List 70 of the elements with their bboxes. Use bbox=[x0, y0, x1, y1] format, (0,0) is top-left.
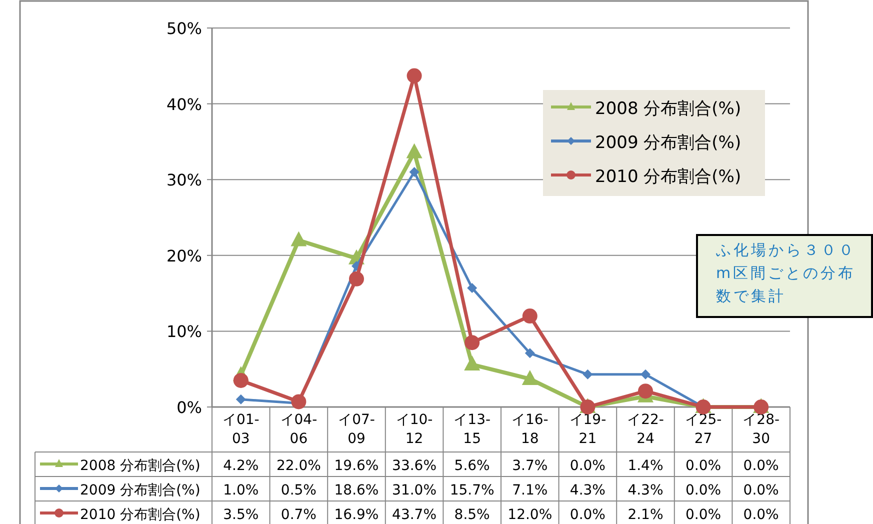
point bbox=[406, 143, 422, 158]
point bbox=[640, 369, 650, 380]
data-label: 3.7% bbox=[512, 458, 548, 474]
point bbox=[464, 335, 480, 350]
y-tick-label: 20% bbox=[166, 246, 202, 266]
y-tick-label: 40% bbox=[166, 94, 202, 114]
point bbox=[522, 308, 538, 324]
table-legend-key: 2010 分布割合(%) bbox=[40, 507, 200, 523]
x-tick-label: イ28-30 bbox=[742, 412, 780, 447]
point bbox=[464, 356, 480, 371]
x-tick-label: イ10-12 bbox=[396, 412, 433, 447]
x-tick-label: イ19-21 bbox=[569, 412, 606, 447]
table-legend-key: 2008 分布割合(%) bbox=[40, 458, 200, 474]
x-tick-label: イ22-24 bbox=[627, 412, 664, 447]
legend-label: 2009 分布割合(%) bbox=[595, 133, 742, 153]
point bbox=[349, 271, 364, 286]
point bbox=[236, 394, 246, 404]
x-tick-label: イ07-09 bbox=[338, 412, 375, 447]
point bbox=[522, 370, 538, 385]
point bbox=[233, 372, 248, 388]
point bbox=[467, 282, 478, 293]
data-label: 22.0% bbox=[276, 458, 321, 474]
x-tick-label: イ04-06 bbox=[280, 412, 318, 447]
legend-label: 2008 分布割合(%) bbox=[595, 99, 742, 119]
data-label: 1.0% bbox=[223, 482, 259, 498]
data-label: 0.0% bbox=[743, 507, 779, 523]
y-tick-label: 0% bbox=[176, 398, 202, 417]
x-tick-label: イ01-03 bbox=[222, 412, 260, 447]
data-label: 31.0% bbox=[392, 482, 437, 498]
table-legend-key: 2009 分布割合(%) bbox=[40, 482, 200, 498]
data-label: 0.5% bbox=[280, 482, 316, 498]
data-label: 3.5% bbox=[223, 507, 259, 523]
data-label: 33.6% bbox=[392, 458, 437, 474]
data-label: 15.7% bbox=[450, 482, 494, 498]
data-label: 0.0% bbox=[686, 458, 722, 474]
x-tick-label: イ13-15 bbox=[454, 412, 491, 447]
point bbox=[524, 348, 535, 358]
point bbox=[638, 384, 653, 399]
data-label: 0.0% bbox=[743, 458, 779, 474]
data-label: 4.3% bbox=[570, 482, 606, 498]
annotation: ふ化場から３００m区間ごとの分布数で集計 bbox=[696, 234, 873, 318]
point bbox=[409, 167, 420, 178]
legend-label: 2010 分布割合(%) bbox=[595, 167, 742, 187]
data-label: 12.0% bbox=[508, 507, 552, 523]
data-label: 43.7% bbox=[392, 507, 437, 523]
data-label: 1.4% bbox=[628, 458, 664, 474]
data-label: 4.2% bbox=[223, 458, 259, 474]
data-label: 0.0% bbox=[570, 507, 606, 523]
data-label: 7.1% bbox=[512, 482, 548, 498]
data-label: 5.6% bbox=[454, 458, 490, 474]
y-tick-label: 50% bbox=[166, 19, 202, 38]
y-tick-label: 10% bbox=[166, 322, 202, 342]
data-label: 2.1% bbox=[628, 507, 664, 523]
point bbox=[291, 394, 306, 410]
data-label: 0.0% bbox=[686, 482, 722, 498]
point bbox=[290, 231, 307, 246]
data-label: 4.3% bbox=[628, 482, 664, 498]
x-tick-label: イ16-18 bbox=[511, 412, 548, 447]
x-tick-label: イ25-27 bbox=[684, 412, 722, 447]
point bbox=[406, 68, 422, 84]
data-label: 8.5% bbox=[454, 507, 490, 523]
data-label: 0.7% bbox=[280, 507, 316, 523]
data-label: 19.6% bbox=[334, 458, 379, 474]
data-label: 0.0% bbox=[570, 458, 606, 474]
y-tick-label: 30% bbox=[166, 170, 202, 190]
data-label: 16.9% bbox=[334, 507, 379, 523]
point bbox=[582, 369, 593, 380]
data-label: 0.0% bbox=[743, 482, 779, 498]
data-label: 0.0% bbox=[686, 507, 722, 523]
data-label: 18.6% bbox=[334, 482, 379, 498]
